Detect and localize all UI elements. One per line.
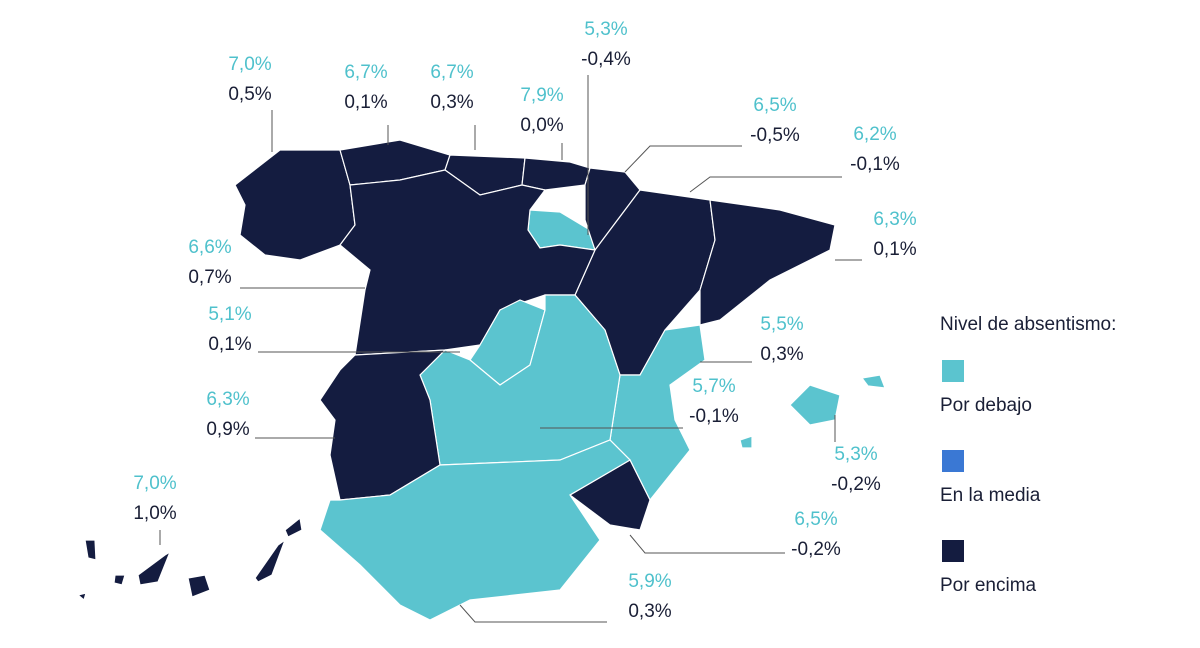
region-change: 0,5% (228, 84, 271, 105)
region-change: 1,0% (133, 503, 176, 524)
region-shape (137, 550, 172, 586)
region-rate: 5,7% (692, 376, 735, 397)
region-change: 0,0% (520, 115, 563, 136)
region-shape (284, 516, 303, 538)
region-change: -0,5% (750, 125, 800, 146)
region-change: -0,2% (791, 539, 841, 560)
region-rate: 6,2% (853, 124, 896, 145)
region-rate: 5,5% (760, 314, 803, 335)
region-shape (254, 538, 287, 583)
region-rate: 5,3% (584, 19, 627, 40)
region-shape (76, 592, 87, 602)
region-rate: 6,7% (344, 62, 387, 83)
region-shape (113, 574, 126, 586)
legend-label: Por debajo (940, 395, 1032, 416)
region-rate: 6,5% (794, 509, 837, 530)
region-change: 0,1% (873, 239, 916, 260)
leader-line (624, 145, 742, 173)
region-change: 0,1% (208, 334, 251, 355)
region-change: 0,3% (430, 92, 473, 113)
region-shape (860, 374, 886, 389)
region-rate: 6,6% (188, 237, 231, 258)
region-change: 0,7% (188, 267, 231, 288)
region-change: 0,3% (760, 344, 803, 365)
region-rate: 5,3% (834, 444, 877, 465)
region-change: -0,2% (831, 474, 881, 495)
map-labels: 7,0% 0,5% 6,7% 0,1% 6,7% 0,3% 7,9% 0,0% 5,3% -0,4… (133, 19, 917, 623)
region-shape (319, 439, 631, 621)
leader-line (459, 604, 607, 623)
region-shape (339, 169, 596, 356)
region-change: 0,9% (206, 419, 249, 440)
region-rate: 6,7% (430, 62, 473, 83)
map-regions (76, 139, 886, 621)
legend-swatch (942, 540, 964, 562)
legend-label: Por encima (940, 575, 1037, 596)
region-change: -0,4% (581, 49, 631, 70)
region-change: -0,1% (689, 406, 739, 427)
region-rate: 6,3% (873, 209, 916, 230)
region-shape (789, 384, 841, 426)
legend-title: Nivel de absentismo: (940, 314, 1116, 335)
leader-line (689, 176, 842, 193)
region-shape (739, 435, 753, 449)
region-rate: 6,3% (206, 389, 249, 410)
legend-swatch (942, 360, 964, 382)
region-rate: 7,0% (133, 473, 176, 494)
leader-line (629, 534, 785, 554)
region-shape (699, 199, 836, 326)
region-change: 0,3% (628, 601, 671, 622)
legend-label: En la media (940, 485, 1041, 506)
region-change: 0,1% (344, 92, 387, 113)
region-rate: 5,1% (208, 304, 251, 325)
region-rate: 7,9% (520, 85, 563, 106)
region-shape (84, 539, 97, 561)
region-shape (187, 574, 211, 598)
region-rate: 6,5% (753, 95, 796, 116)
region-shape (521, 157, 591, 191)
region-rate: 7,0% (228, 54, 271, 75)
legend-swatch (942, 450, 964, 472)
region-change: -0,1% (850, 154, 900, 175)
region-shape (234, 149, 356, 261)
region-rate: 5,9% (628, 571, 671, 592)
